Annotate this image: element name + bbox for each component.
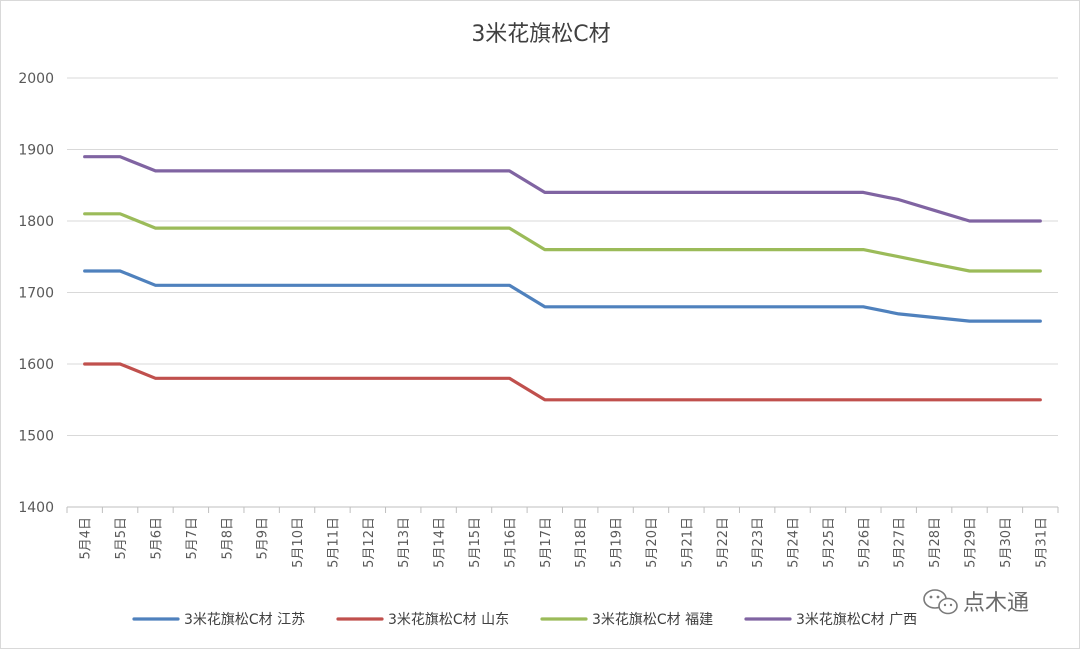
x-tick-label: 5月18日 [574,517,589,568]
x-tick-label: 5月24日 [787,517,802,568]
y-tick-label: 2000 [18,71,54,87]
watermark-text: 点木通 [963,591,1029,616]
chart-title: 3米花旗松C材 [471,22,610,47]
series-line [83,155,1042,223]
x-tick-label: 5月5日 [114,517,129,560]
y-tick-label: 1900 [18,143,54,159]
y-tick-label: 1700 [18,286,54,302]
x-tick-label: 5月9日 [256,517,271,560]
y-tick-label: 1600 [18,357,54,373]
legend-label: 3米花旗松C材 福建 [592,612,713,628]
legend-label: 3米花旗松C材 广西 [796,612,917,628]
x-axis: 5月4日 5月5日 5月6日 5月7日 5月8日 5月9日 5月10日 5月11日 5月12日 5… [66,506,1059,568]
legend-label: 3米花旗松C材 江苏 [184,612,305,628]
series-line [83,269,1042,323]
legend: 3米花旗松C材 江苏 3米花旗松C材 山东 3米花旗松C材 福建 3米花旗松C材 广西 [132,612,917,628]
y-tick-label: 1400 [18,500,54,516]
x-tick-label: 5月15日 [468,517,483,568]
x-tick-label: 5月30日 [999,517,1014,568]
grid [67,77,1058,436]
series-line [83,212,1042,273]
series-line [83,362,1042,402]
x-tick-label: 5月16日 [503,517,518,568]
x-tick-label: 5月13日 [397,517,412,568]
x-tick-label: 5月25日 [822,517,837,568]
x-tick-label: 5月29日 [964,517,979,568]
x-tick-label: 5月14日 [433,517,448,568]
x-tick-label: 5月7日 [185,517,200,560]
x-tick-label: 5月20日 [645,517,660,568]
watermark: 点木通 [923,589,1029,616]
y-tick-label: 1500 [18,429,54,445]
wechat-icon [923,589,958,615]
x-tick-label: 5月4日 [79,517,94,560]
legend-label: 3米花旗松C材 山东 [388,612,509,628]
x-tick-label: 5月19日 [610,517,625,568]
x-tick-label: 5月8日 [220,517,235,560]
y-tick-label: 1800 [18,214,54,230]
x-tick-label: 5月11日 [326,517,341,568]
x-tick-label: 5月12日 [362,517,377,568]
x-tick-label: 5月26日 [857,517,872,568]
x-tick-label: 5月28日 [928,517,943,568]
x-tick-label: 5月27日 [893,517,908,568]
x-tick-label: 5月6日 [149,517,164,560]
x-tick-label: 5月31日 [1034,517,1049,568]
x-tick-label: 5月22日 [716,517,731,568]
x-tick-label: 5月17日 [539,517,554,568]
x-tick-label: 5月23日 [751,517,766,568]
series-lines [83,155,1042,402]
x-tick-label: 5月10日 [291,517,306,568]
y-axis-ticks: 1400 1500 1600 1700 1800 1900 2000 [18,71,54,516]
x-tick-label: 5月21日 [680,517,695,568]
